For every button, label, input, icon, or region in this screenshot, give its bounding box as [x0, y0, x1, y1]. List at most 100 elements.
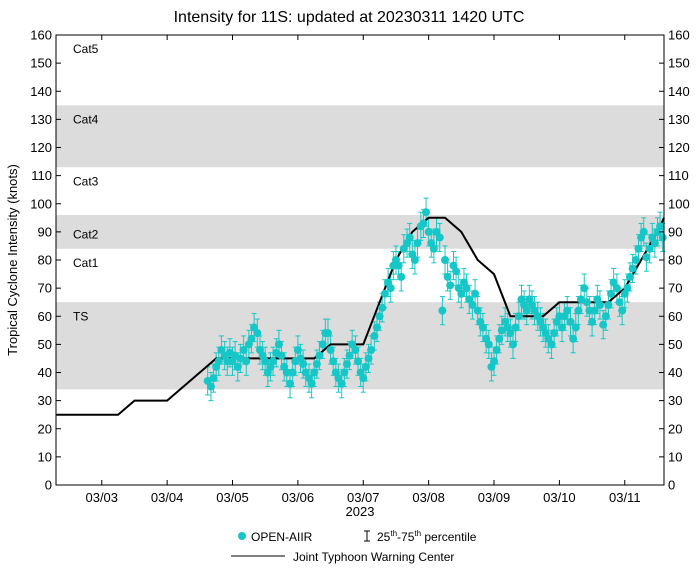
open-aiir-point [468, 301, 477, 309]
open-aiir-point [364, 354, 373, 363]
open-aiir-point [506, 329, 515, 338]
y-tick-label-right: 90 [668, 224, 682, 239]
legend-jtwc-label: Joint Typhoon Warning Center [293, 550, 454, 564]
open-aiir-point [452, 267, 461, 276]
legend-percentile-sup2: th [414, 529, 421, 538]
y-tick-label-right: 130 [668, 112, 690, 127]
x-axis-ticks: 03/03 03/04 03/05 03/06 03/07 03/08 03/09 03/10… [85, 35, 641, 505]
open-aiir-point [558, 323, 567, 332]
open-aiir-point [582, 298, 591, 307]
open-aiir-point [508, 340, 517, 349]
band-label-cat4: Cat4 [73, 112, 99, 126]
open-aiir-point [299, 360, 308, 369]
open-aiir-point [288, 368, 297, 377]
y-tick-label-right: 80 [668, 253, 682, 268]
open-aiir-point [615, 298, 624, 307]
open-aiir-point [473, 306, 482, 315]
open-aiir-point [214, 357, 223, 366]
x-tick-label: 03/09 [478, 490, 511, 505]
y-tick-label-right: 60 [668, 309, 682, 324]
y-tick-label-right: 20 [668, 421, 682, 436]
jtwc-line [56, 216, 665, 416]
legend-percentile-base: 25 [377, 530, 391, 544]
open-aiir-point [645, 244, 654, 253]
y-tick-label-left: 120 [30, 140, 52, 155]
open-aiir-point [511, 323, 520, 332]
x-tick-label: 03/07 [347, 490, 380, 505]
legend-percentile-label: 25th-75th percentile [377, 529, 477, 544]
open-aiir-point [634, 244, 643, 253]
y-tick-label-left: 100 [30, 196, 52, 211]
open-aiir-point [277, 351, 286, 360]
open-aiir-point [478, 323, 487, 332]
open-aiir-point [574, 306, 583, 315]
open-aiir-point [233, 362, 242, 371]
open-aiir-point [547, 340, 556, 349]
open-aiir-point [326, 346, 335, 354]
open-aiir-point [563, 306, 572, 315]
open-aiir-point [424, 227, 433, 236]
open-aiir-point [342, 360, 351, 369]
open-aiir-points [203, 208, 667, 391]
open-aiir-point [601, 312, 610, 321]
y-tick-label-left: 130 [30, 112, 52, 127]
y-tick-label-left: 140 [30, 84, 52, 99]
open-aiir-point [514, 312, 523, 321]
open-aiir-point [422, 208, 431, 217]
open-aiir-point [372, 323, 381, 332]
open-aiir-point [650, 239, 659, 248]
open-aiir-point [612, 284, 621, 293]
open-aiir-point [286, 379, 295, 388]
legend: OPEN-AIIR 25th-75th percentile Joint Typ… [231, 529, 477, 564]
x-tick-label: 03/10 [543, 490, 576, 505]
band-label-cat5: Cat5 [73, 42, 99, 56]
y-tick-label-right: 70 [668, 281, 682, 296]
open-aiir-point [351, 346, 360, 354]
y-tick-label-left: 20 [38, 421, 52, 436]
open-aiir-point [590, 306, 599, 315]
open-aiir-point [367, 346, 376, 354]
open-aiir-point [484, 340, 493, 349]
y-tick-label-left: 50 [38, 337, 52, 352]
open-aiir-point [318, 340, 327, 349]
chart-title: Intensity for 11S: updated at 20230311 1… [174, 9, 525, 26]
open-aiir-point [380, 289, 389, 298]
open-aiir-point [345, 351, 354, 360]
open-aiir-point [656, 222, 665, 231]
y-tick-label-left: 70 [38, 281, 52, 296]
plot-frame [55, 34, 665, 486]
open-aiir-point [274, 340, 283, 349]
open-aiir-point [618, 306, 627, 315]
x-tick-label: 03/05 [216, 490, 249, 505]
open-aiir-point [580, 284, 589, 293]
open-aiir-point [495, 334, 504, 343]
open-aiir-point [329, 357, 338, 366]
open-aiir-point [429, 244, 438, 253]
open-aiir-point [604, 301, 613, 309]
open-aiir-point [642, 253, 651, 262]
legend-open-aiir-label: OPEN-AIIR [251, 530, 313, 544]
y-axis-label: Tropical Cyclone Intensity (knots) [5, 164, 20, 356]
band-cat4 [56, 105, 664, 168]
open-aiir-point [361, 362, 370, 371]
open-aiir-point [599, 320, 608, 329]
open-aiir-point [438, 306, 447, 315]
y-tick-label-right: 30 [668, 393, 682, 408]
open-aiir-point [247, 334, 256, 343]
open-aiir-point [323, 329, 332, 338]
open-aiir-point [378, 303, 387, 312]
open-aiir-point [457, 289, 466, 298]
band-label-cat3: Cat3 [73, 174, 99, 188]
y-tick-label-left: 150 [30, 56, 52, 71]
open-aiir-point [209, 374, 218, 383]
open-aiir-point [623, 284, 632, 293]
open-aiir-point [492, 346, 501, 354]
open-aiir-point [595, 301, 604, 309]
open-aiir-point [337, 379, 346, 388]
open-aiir-point [631, 256, 640, 264]
y-tick-label-right: 120 [668, 140, 690, 155]
x-axis-label: 2023 [346, 504, 375, 519]
open-aiir-point [310, 368, 319, 377]
y-tick-label-right: 140 [668, 84, 690, 99]
